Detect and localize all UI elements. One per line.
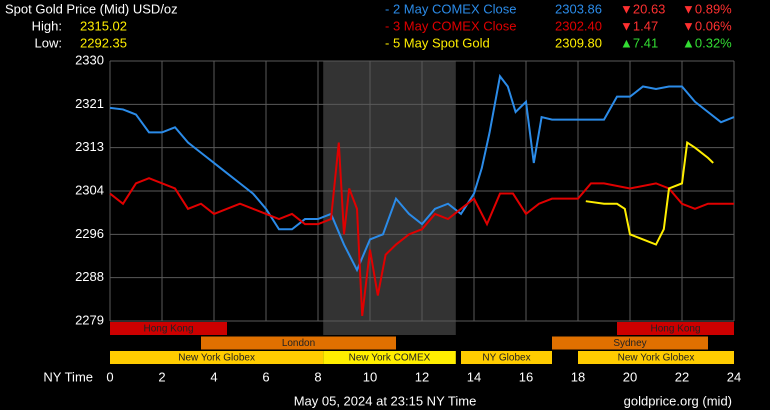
session-bar <box>110 351 324 364</box>
session-label: Hong Kong <box>650 324 700 335</box>
low-value: 2292.35 <box>80 35 127 50</box>
x-tick-label: 8 <box>314 369 321 384</box>
session-bar <box>323 351 456 364</box>
y-tick-label: 2330 <box>75 52 104 67</box>
legend-entry: - 5 May Spot Gold <box>385 35 490 50</box>
x-tick-label: 24 <box>727 369 741 384</box>
x-tick-label: 16 <box>519 369 533 384</box>
legend-entry: - 2 May COMEX Close <box>385 1 516 16</box>
x-tick-label: 10 <box>363 369 377 384</box>
x-tick-label: 22 <box>675 369 689 384</box>
session-bar <box>110 322 227 335</box>
x-tick-label: 4 <box>210 369 217 384</box>
legend-summary: ▼0.06% <box>682 18 732 33</box>
session-label: New York COMEX <box>349 353 431 364</box>
session-label: NY Globex <box>482 353 530 364</box>
session-label: New York Globex <box>618 353 695 364</box>
legend-summary: ▼1.47 <box>620 18 658 33</box>
session-bar <box>578 351 734 364</box>
session-label: London <box>282 338 315 349</box>
low-label: Low: <box>35 35 62 50</box>
legend-summary: ▲7.41 <box>620 35 658 50</box>
high-value: 2315.02 <box>80 18 127 33</box>
price-line <box>109 73 735 273</box>
x-tick-label: 6 <box>262 369 269 384</box>
legend-entry: - 3 May COMEX Close <box>385 18 516 33</box>
x-axis-label: NY Time <box>43 369 93 384</box>
session-label: Hong Kong <box>143 324 193 335</box>
legend-summary: ▼20.63 <box>620 1 665 16</box>
legend-summary: 2303.86 <box>555 1 602 16</box>
x-tick-label: 20 <box>623 369 637 384</box>
chart-title: Spot Gold Price (Mid) USD/oz <box>5 1 178 16</box>
session-bar <box>201 336 396 350</box>
x-tick-label: 2 <box>158 369 165 384</box>
x-tick-label: 14 <box>467 369 481 384</box>
legend-summary: ▼0.89% <box>682 1 732 16</box>
legend-summary: ▲0.32% <box>682 35 732 50</box>
y-tick-label: 2288 <box>75 269 104 284</box>
y-tick-label: 2304 <box>75 182 104 197</box>
session-bar <box>617 322 734 335</box>
price-line <box>109 142 734 317</box>
session-bar <box>552 336 708 350</box>
x-tick-label: 0 <box>106 369 113 384</box>
legend-summary: 2309.80 <box>555 35 602 50</box>
legend-summary: 2302.40 <box>555 18 602 33</box>
y-tick-label: 2313 <box>75 139 104 154</box>
y-tick-label: 2296 <box>75 226 104 241</box>
high-label: High: <box>32 18 62 33</box>
session-label: Sydney <box>613 338 646 349</box>
session-label: New York Globex <box>178 353 255 364</box>
y-tick-label: 2279 <box>75 312 104 327</box>
x-tick-label: 18 <box>571 369 585 384</box>
session-bar <box>461 351 552 364</box>
footer: May 05, 2024 at 23:15 NY Time <box>294 393 477 408</box>
source: goldprice.org (mid) <box>624 393 732 408</box>
highlight-period <box>323 61 456 335</box>
x-tick-label: 12 <box>415 369 429 384</box>
price-line <box>585 140 714 246</box>
y-tick-label: 2321 <box>75 96 104 111</box>
